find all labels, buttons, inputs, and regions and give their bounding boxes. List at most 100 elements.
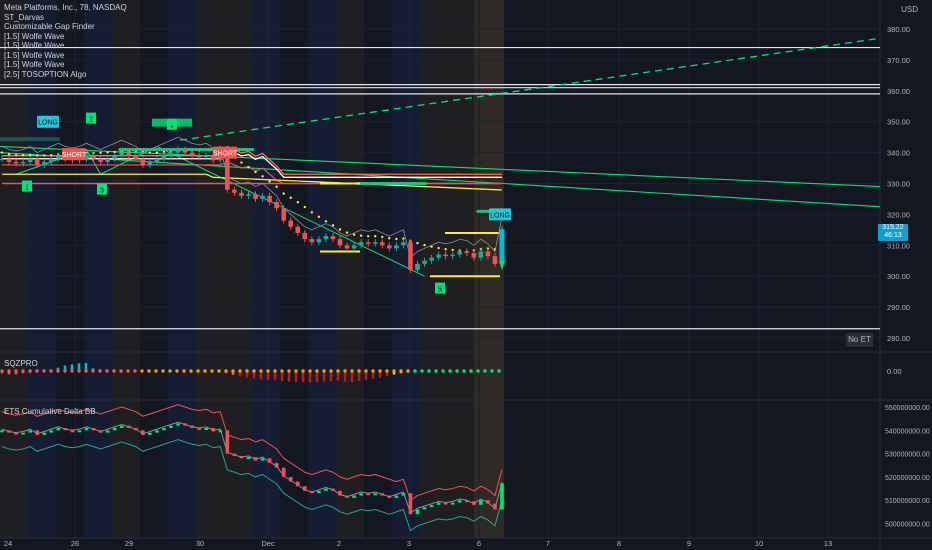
candle-body bbox=[168, 152, 174, 156]
trend-line bbox=[0, 152, 881, 208]
ma-dot bbox=[310, 211, 314, 214]
squeeze-dot bbox=[350, 369, 354, 373]
darvas-dot bbox=[201, 147, 205, 152]
delta-bar bbox=[387, 495, 392, 498]
symbol-title[interactable]: Meta Platforms, Inc., 78, NASDAQ bbox=[4, 3, 127, 12]
histogram-bar bbox=[315, 371, 319, 382]
darvas-dot bbox=[251, 147, 255, 152]
candle-body bbox=[112, 155, 117, 159]
ma-dot bbox=[296, 201, 299, 204]
candle-body bbox=[436, 254, 441, 258]
time-tick-label: 2 bbox=[337, 539, 341, 548]
squeeze-dot bbox=[196, 369, 200, 373]
darvas-dot bbox=[248, 147, 252, 152]
histogram-bar bbox=[70, 364, 74, 371]
ma-dot bbox=[437, 246, 440, 250]
wave-point-label: 2 bbox=[89, 117, 93, 124]
delta-bar bbox=[253, 457, 258, 461]
darvas-dot bbox=[204, 147, 208, 152]
indicator-label[interactable]: Customizable Gap Finder bbox=[4, 22, 95, 31]
darvas-dot bbox=[418, 181, 423, 186]
candle-body bbox=[415, 263, 420, 271]
delta-bar bbox=[331, 488, 335, 491]
session-band bbox=[140, 0, 168, 538]
ma-dot bbox=[28, 153, 32, 156]
candle-body bbox=[309, 239, 315, 243]
no-et-badge[interactable]: No ET bbox=[846, 333, 873, 347]
delta-bar bbox=[218, 430, 223, 433]
indicator-label[interactable]: [1.5] Wolfe Wave bbox=[4, 60, 65, 69]
indicator-label[interactable]: [1.5] Wolfe Wave bbox=[4, 50, 65, 60]
indicator-label[interactable]: [1.5] Wolfe Wave bbox=[4, 41, 65, 50]
squeeze-dot bbox=[399, 369, 403, 373]
squeeze-dot bbox=[21, 369, 25, 373]
darvas-dot bbox=[245, 147, 249, 152]
delta-bar bbox=[162, 427, 166, 431]
darvas-dot bbox=[396, 181, 400, 186]
candle-body bbox=[232, 189, 237, 193]
delta-bar bbox=[63, 427, 68, 431]
squeeze-dot bbox=[91, 369, 95, 373]
candle-body bbox=[126, 152, 132, 156]
delta-bar bbox=[35, 430, 40, 435]
candle-body bbox=[20, 161, 26, 164]
candle-body bbox=[253, 194, 258, 199]
ma-dot bbox=[395, 237, 398, 241]
delta-bar bbox=[28, 430, 32, 433]
ma-dot bbox=[444, 248, 447, 251]
candle-body bbox=[0, 158, 5, 160]
time-axis: 24 26 29 30 Dec 2 3 6 7 8 9 10 13 bbox=[4, 539, 832, 548]
delta-bar bbox=[155, 430, 159, 433]
darvas-dot bbox=[373, 181, 378, 186]
delta-bar bbox=[49, 430, 54, 433]
squeeze-dot bbox=[322, 369, 326, 373]
delta-bar bbox=[281, 467, 286, 477]
darvas-dot bbox=[483, 209, 488, 213]
candle-body bbox=[274, 202, 279, 209]
delta-bar bbox=[310, 490, 314, 494]
squeeze-dot bbox=[441, 369, 445, 373]
darvas-dot bbox=[141, 147, 145, 152]
ma-dot bbox=[99, 151, 102, 154]
delta-bar bbox=[366, 493, 370, 496]
squeeze-dot bbox=[77, 369, 81, 373]
time-tick-label: 10 bbox=[755, 539, 763, 548]
darvas-dot bbox=[118, 147, 122, 152]
long-signal: LONG bbox=[38, 120, 58, 127]
histogram-bar bbox=[343, 371, 347, 382]
delta-bar bbox=[169, 425, 173, 428]
squeeze-dot bbox=[329, 369, 333, 373]
darvas-dot bbox=[416, 181, 420, 186]
darvas-dot bbox=[378, 181, 383, 186]
candle-body bbox=[499, 229, 505, 264]
darvas-dot bbox=[209, 147, 213, 152]
candle-body bbox=[302, 232, 308, 240]
squeeze-dot bbox=[343, 369, 347, 373]
currency-label: USD bbox=[901, 5, 918, 14]
squeeze-dot bbox=[336, 369, 340, 373]
histogram-bar bbox=[371, 371, 375, 379]
wave-point-label: 1 bbox=[25, 185, 29, 192]
indicator-label[interactable]: [2.5] TOSOPTION Algo bbox=[4, 69, 87, 79]
indicator-label[interactable]: [1.5] Wolfe Wave bbox=[4, 31, 65, 41]
ma-dot bbox=[50, 153, 53, 157]
darvas-dot bbox=[481, 209, 485, 213]
ma-dot bbox=[374, 235, 377, 238]
candle-body bbox=[105, 158, 110, 162]
darvas-dot bbox=[157, 147, 161, 152]
delta-label[interactable]: ETS Cumulative Delta BB bbox=[4, 407, 96, 416]
darvas-dot bbox=[401, 181, 405, 186]
sqzpro-label[interactable]: SQZPRO bbox=[4, 359, 38, 368]
squeeze-dot bbox=[455, 369, 459, 373]
indicator-label[interactable]: ST_Darvas bbox=[4, 12, 45, 22]
candle-body bbox=[316, 239, 322, 243]
delta-bar bbox=[211, 427, 216, 432]
candle-body bbox=[401, 242, 406, 246]
delta-bar bbox=[267, 458, 272, 463]
candle-body bbox=[478, 251, 484, 258]
candle-body bbox=[492, 256, 498, 264]
bar-countdown: 46:13 bbox=[884, 232, 902, 239]
darvas-dot bbox=[403, 181, 408, 186]
squeeze-dot bbox=[70, 369, 74, 373]
